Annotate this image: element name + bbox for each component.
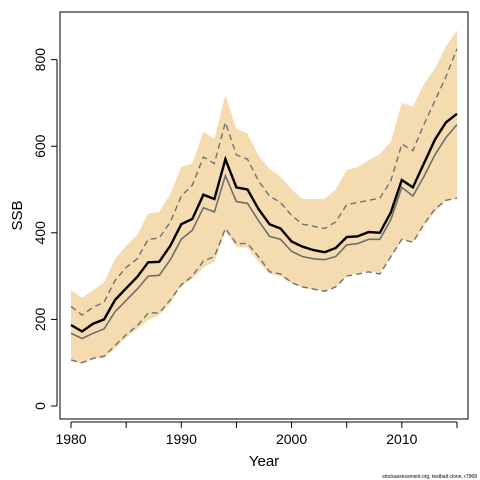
x-tick-label: 2000 <box>276 431 307 447</box>
ssb-estimate-line <box>70 112 458 333</box>
y-tick-label: 200 <box>32 308 48 332</box>
y-axis-title: SSB <box>9 200 26 230</box>
confidence-band <box>71 30 457 364</box>
plot-area <box>59 11 469 420</box>
plot-frame <box>59 11 469 420</box>
x-axis-title: Year <box>249 453 279 470</box>
lower-dashed-line <box>70 197 458 364</box>
x-tick-label: 1990 <box>166 431 197 447</box>
x-tick-label: 1980 <box>55 431 86 447</box>
upper-dashed-line <box>70 48 458 316</box>
y-tick-label: 400 <box>32 221 48 245</box>
y-axis: 0 200 400 600 800 <box>32 48 58 410</box>
footer-credit: stockassessment.org, testbalt clone, r79… <box>382 474 477 480</box>
y-tick-label: 800 <box>32 48 48 72</box>
y-tick-label: 0 <box>32 402 48 410</box>
x-tick-label: 2010 <box>386 431 417 447</box>
x-axis: 1980 1990 2000 2010 <box>55 421 458 447</box>
comparison-ssb-line <box>70 124 458 340</box>
y-tick-label: 600 <box>32 134 48 158</box>
